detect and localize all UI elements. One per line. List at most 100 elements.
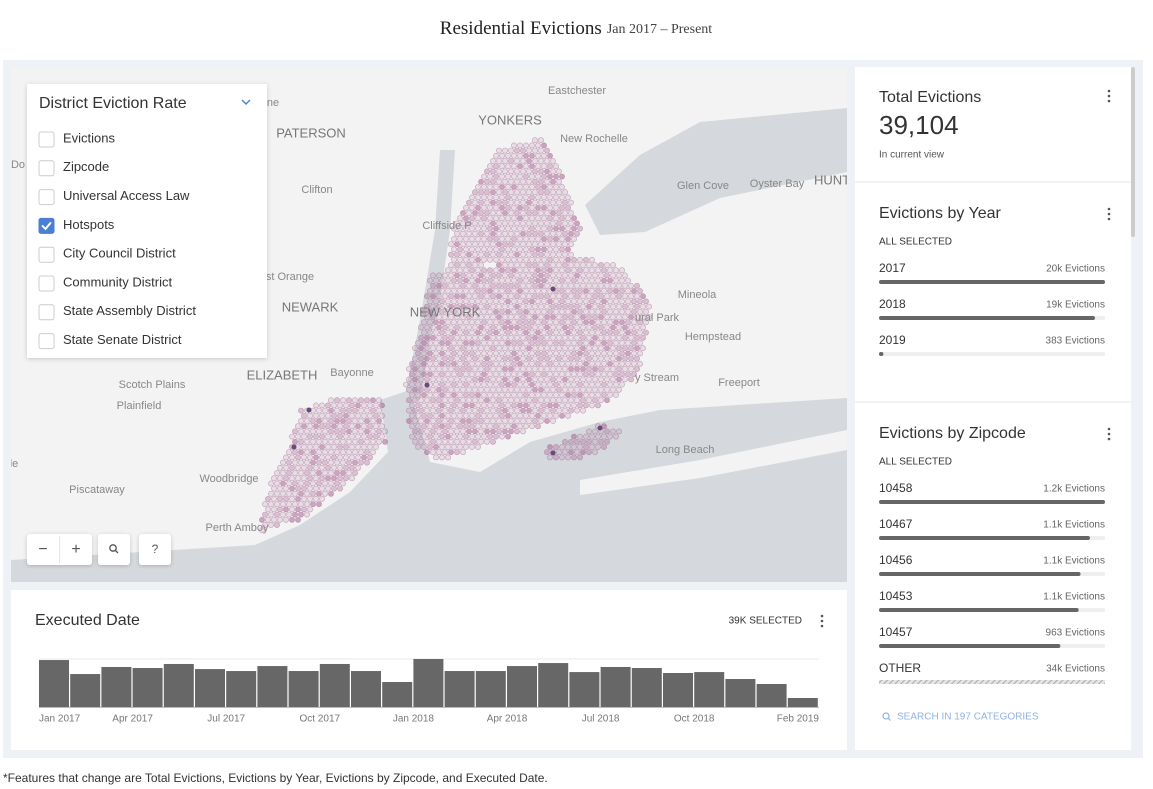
hex-cell: [604, 334, 610, 341]
hex-cell: [271, 475, 277, 482]
layer-label[interactable]: Community District: [63, 274, 172, 289]
search-button[interactable]: [98, 534, 130, 565]
histogram-bar[interactable]: [132, 668, 163, 707]
layer-label[interactable]: Universal Access Law: [63, 188, 190, 203]
zoom-in[interactable]: +: [71, 541, 80, 558]
histogram-bar[interactable]: [288, 671, 319, 707]
histogram-bar[interactable]: [569, 672, 600, 707]
category-bar[interactable]: [879, 572, 1081, 576]
help-button[interactable]: [139, 534, 171, 565]
category-label[interactable]: 10457: [879, 625, 913, 639]
category-bar[interactable]: [879, 536, 1090, 540]
checkmark[interactable]: [41, 221, 52, 231]
menu-icon[interactable]: [1107, 432, 1111, 436]
histogram-bar[interactable]: [725, 679, 756, 707]
histogram-bar[interactable]: [351, 671, 381, 707]
menu-icon[interactable]: [1107, 207, 1111, 211]
hex-cell: [580, 397, 586, 404]
hex-cell: [484, 241, 490, 248]
menu-icon[interactable]: [1107, 89, 1111, 93]
menu-icon[interactable]: [1107, 217, 1111, 221]
category-bar[interactable]: [879, 644, 1061, 648]
histogram-bar[interactable]: [663, 672, 693, 707]
menu-icon[interactable]: [1107, 99, 1111, 103]
category-label[interactable]: 2019: [879, 333, 906, 347]
category-bar[interactable]: [879, 316, 1095, 320]
histogram-bar[interactable]: [382, 682, 413, 707]
hex-cell: [460, 251, 466, 258]
histogram-bar[interactable]: [787, 697, 818, 707]
menu-icon[interactable]: [1107, 94, 1111, 98]
help[interactable]: ?: [152, 542, 159, 556]
zoom-out[interactable]: −: [38, 541, 47, 558]
histogram-bar[interactable]: [756, 683, 787, 707]
hex-cell: [265, 496, 271, 502]
histogram-bar[interactable]: [70, 674, 101, 707]
search-icon[interactable]: [115, 550, 119, 554]
category-label[interactable]: 10456: [879, 553, 913, 567]
hex-cell: [529, 173, 535, 180]
menu-icon[interactable]: [1107, 212, 1111, 216]
layer-label[interactable]: Hotspots: [63, 217, 115, 232]
hex-cell: [322, 459, 328, 466]
scrollbar[interactable]: [1131, 67, 1135, 237]
histogram-bar[interactable]: [444, 671, 475, 707]
checkbox[interactable]: [38, 189, 55, 206]
histogram-bar[interactable]: [694, 672, 725, 707]
search-link[interactable]: SEARCH IN 197 CATEGORIES: [897, 712, 1039, 723]
menu-icon[interactable]: [820, 614, 824, 618]
menu-icon[interactable]: [1107, 437, 1111, 441]
checkbox[interactable]: [38, 275, 55, 292]
category-bar[interactable]: [879, 500, 1105, 504]
category-bar[interactable]: [879, 352, 884, 356]
layer-label[interactable]: Evictions: [63, 130, 116, 145]
menu-icon[interactable]: [1107, 427, 1111, 431]
histogram-bar[interactable]: [226, 671, 257, 707]
checkbox[interactable]: [38, 304, 55, 321]
checkbox[interactable]: [38, 333, 55, 350]
category-bar[interactable]: [879, 280, 1105, 284]
hex-cell: [526, 303, 532, 310]
category-label[interactable]: OTHER: [879, 661, 921, 675]
layer-label[interactable]: State Assembly District: [63, 303, 196, 318]
menu-icon[interactable]: [820, 624, 824, 628]
hex-cell: [307, 485, 313, 492]
hex-cell: [586, 303, 592, 310]
category-label[interactable]: 10458: [879, 481, 913, 495]
histogram-bar[interactable]: [39, 660, 69, 707]
layer-label[interactable]: City Council District: [63, 246, 176, 261]
checkbox[interactable]: [38, 217, 55, 234]
layer-label[interactable]: State Senate District: [63, 332, 182, 347]
histogram-bar[interactable]: [538, 663, 569, 707]
search-icon[interactable]: [882, 712, 890, 720]
category-bar[interactable]: [879, 608, 1079, 612]
histogram-bar[interactable]: [631, 668, 662, 707]
search-icon[interactable]: [887, 717, 891, 721]
category-label[interactable]: 10453: [879, 589, 913, 603]
checkbox[interactable]: [38, 131, 55, 148]
checkbox[interactable]: [38, 160, 55, 177]
histogram-bar[interactable]: [101, 666, 132, 707]
hex-cell: [418, 428, 424, 435]
category-label[interactable]: 10467: [879, 517, 913, 531]
histogram-bar[interactable]: [195, 669, 225, 707]
hex-cell: [514, 262, 520, 268]
category-label[interactable]: 2017: [879, 261, 906, 275]
menu-icon[interactable]: [820, 619, 824, 623]
chevron[interactable]: [241, 99, 251, 105]
category-label[interactable]: 2018: [879, 297, 906, 311]
hex-cell: [541, 340, 547, 346]
histogram-bar[interactable]: [600, 666, 631, 707]
checkbox[interactable]: [38, 246, 55, 263]
hex-cell: [529, 329, 535, 336]
hex-cell: [511, 173, 517, 180]
histogram-bar[interactable]: [319, 663, 350, 707]
layer-label[interactable]: Zipcode: [63, 159, 109, 174]
histogram-bar[interactable]: [475, 671, 506, 707]
histogram-bar[interactable]: [257, 666, 288, 707]
histogram-bar[interactable]: [413, 659, 444, 707]
histogram-bar[interactable]: [163, 663, 194, 707]
hex-cell: [484, 355, 490, 362]
histogram-bar[interactable]: [507, 666, 537, 707]
search-icon[interactable]: [109, 544, 117, 552]
